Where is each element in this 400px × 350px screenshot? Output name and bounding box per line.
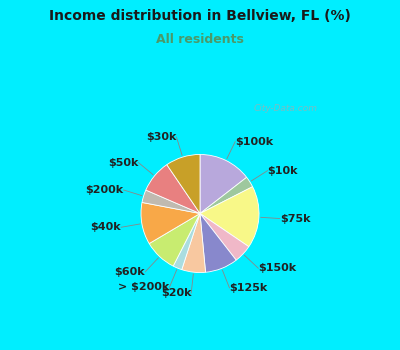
Text: $60k: $60k: [115, 267, 145, 277]
Wedge shape: [149, 214, 200, 266]
Wedge shape: [173, 214, 200, 270]
Wedge shape: [200, 154, 247, 214]
Text: $100k: $100k: [235, 137, 273, 147]
Wedge shape: [200, 214, 249, 260]
Text: Income distribution in Bellview, FL (%): Income distribution in Bellview, FL (%): [49, 9, 351, 23]
Text: $30k: $30k: [146, 132, 176, 142]
Text: $150k: $150k: [258, 263, 296, 273]
Wedge shape: [200, 187, 259, 247]
Text: > $200k: > $200k: [118, 282, 169, 292]
Wedge shape: [167, 154, 200, 214]
Text: $40k: $40k: [90, 222, 121, 232]
Wedge shape: [146, 165, 200, 214]
Wedge shape: [141, 202, 200, 244]
Text: $20k: $20k: [161, 288, 191, 298]
Text: $50k: $50k: [108, 158, 138, 168]
Wedge shape: [200, 177, 252, 213]
Text: City-Data.com: City-Data.com: [254, 104, 318, 113]
Text: $200k: $200k: [86, 185, 124, 195]
Wedge shape: [200, 214, 236, 272]
Wedge shape: [142, 190, 200, 214]
Wedge shape: [182, 214, 206, 273]
Text: $10k: $10k: [268, 166, 298, 176]
Text: All residents: All residents: [156, 33, 244, 46]
Text: $75k: $75k: [280, 214, 310, 224]
Text: $125k: $125k: [230, 283, 268, 293]
